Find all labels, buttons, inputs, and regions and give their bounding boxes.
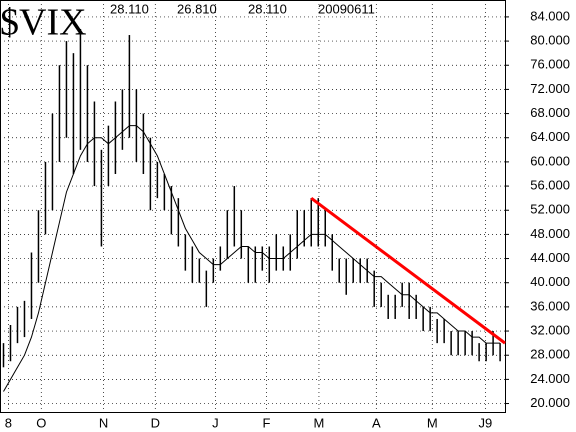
y-tick-label: 72.000 bbox=[530, 81, 570, 96]
y-tick-label: 56.000 bbox=[530, 178, 570, 193]
y-tick-label: 48.000 bbox=[530, 226, 570, 241]
y-tick-label: 52.000 bbox=[530, 202, 570, 217]
x-tick-label: A bbox=[372, 415, 381, 430]
y-tick-label: 36.000 bbox=[530, 298, 570, 313]
y-tick-label: 44.000 bbox=[530, 250, 570, 265]
chart-title: $VIX bbox=[0, 2, 87, 44]
header-value: 20090611 bbox=[318, 1, 375, 16]
y-tick-label: 80.000 bbox=[530, 33, 570, 48]
y-tick-label: 40.000 bbox=[530, 274, 570, 289]
y-tick-label: 28.000 bbox=[530, 347, 570, 362]
x-tick-label: 8 bbox=[5, 415, 12, 430]
x-tick-label: N bbox=[99, 415, 108, 430]
y-tick-label: 84.000 bbox=[530, 8, 570, 23]
x-tick-label: M bbox=[427, 415, 438, 430]
x-tick-label: F bbox=[263, 415, 271, 430]
y-tick-label: 76.000 bbox=[530, 57, 570, 72]
moving-average bbox=[3, 125, 501, 392]
header-value: 26.810 bbox=[177, 1, 217, 16]
y-tick-label: 68.000 bbox=[530, 105, 570, 120]
header-value: 28.110 bbox=[110, 1, 149, 16]
x-tick-label: M bbox=[314, 415, 325, 430]
y-tick-label: 64.000 bbox=[530, 129, 570, 144]
y-tick-label: 24.000 bbox=[530, 371, 570, 386]
x-tick-label: J9 bbox=[479, 415, 493, 430]
trend-line bbox=[310, 196, 506, 345]
y-tick-label: 60.000 bbox=[530, 153, 570, 168]
x-tick-label: D bbox=[151, 415, 160, 430]
y-tick-label: 20.000 bbox=[530, 395, 570, 410]
x-tick-label: O bbox=[36, 415, 46, 430]
y-tick-label: 32.000 bbox=[530, 322, 570, 337]
header-value: 28.110 bbox=[248, 1, 287, 16]
x-tick-label: J bbox=[212, 415, 219, 430]
plot-frame bbox=[0, 0, 506, 413]
